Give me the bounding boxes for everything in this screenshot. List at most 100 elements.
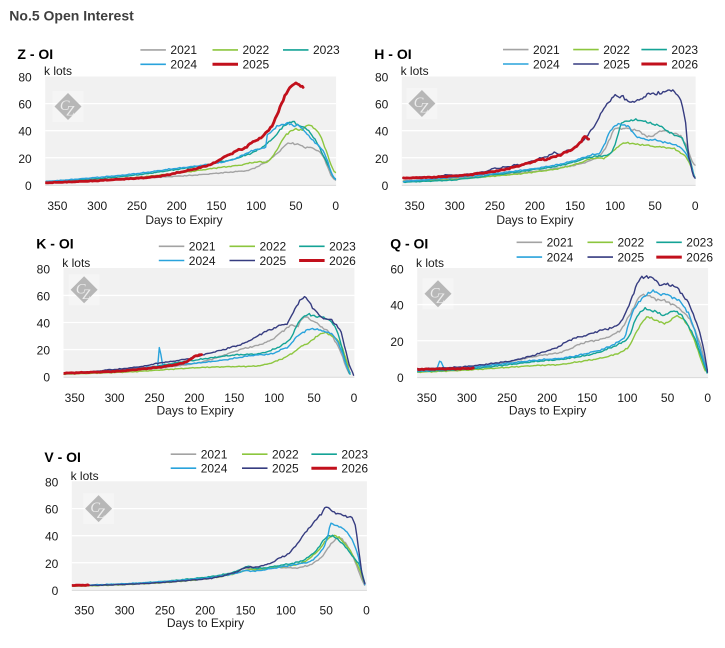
svg-text:Z: Z bbox=[420, 101, 429, 117]
svg-text:300: 300 bbox=[457, 391, 477, 405]
svg-text:C: C bbox=[90, 500, 100, 516]
svg-text:2024: 2024 bbox=[547, 250, 574, 264]
svg-text:k lots: k lots bbox=[62, 256, 90, 270]
svg-text:0: 0 bbox=[692, 199, 699, 213]
svg-text:350: 350 bbox=[47, 199, 67, 213]
svg-text:2023: 2023 bbox=[329, 240, 356, 254]
svg-text:2021: 2021 bbox=[189, 240, 216, 254]
svg-text:350: 350 bbox=[405, 199, 425, 213]
svg-text:Days to Expiry: Days to Expiry bbox=[157, 403, 234, 417]
svg-text:250: 250 bbox=[497, 391, 517, 405]
svg-text:350: 350 bbox=[74, 603, 94, 617]
svg-text:k lots: k lots bbox=[401, 64, 429, 78]
svg-text:C: C bbox=[414, 95, 424, 111]
svg-text:2024: 2024 bbox=[533, 57, 560, 71]
svg-text:0: 0 bbox=[43, 371, 50, 385]
svg-text:50: 50 bbox=[661, 391, 675, 405]
svg-text:200: 200 bbox=[537, 391, 557, 405]
svg-text:2023: 2023 bbox=[313, 43, 340, 57]
svg-text:2022: 2022 bbox=[243, 43, 270, 57]
svg-text:40: 40 bbox=[37, 317, 51, 331]
svg-text:200: 200 bbox=[525, 199, 545, 213]
svg-text:150: 150 bbox=[565, 199, 585, 213]
svg-text:Z: Z bbox=[82, 287, 91, 303]
svg-text:20: 20 bbox=[375, 152, 389, 166]
svg-text:60: 60 bbox=[375, 98, 389, 112]
svg-text:Q - OI: Q - OI bbox=[390, 236, 428, 252]
svg-text:350: 350 bbox=[417, 391, 437, 405]
svg-text:150: 150 bbox=[206, 199, 226, 213]
svg-text:No.5 Open Interest: No.5 Open Interest bbox=[9, 7, 134, 23]
svg-text:0: 0 bbox=[351, 391, 358, 405]
svg-text:k lots: k lots bbox=[71, 469, 99, 483]
svg-text:2022: 2022 bbox=[272, 448, 299, 462]
svg-text:100: 100 bbox=[276, 603, 296, 617]
svg-text:2022: 2022 bbox=[603, 43, 630, 57]
svg-text:0: 0 bbox=[332, 199, 339, 213]
svg-text:2021: 2021 bbox=[201, 448, 228, 462]
svg-text:200: 200 bbox=[184, 391, 204, 405]
svg-text:50: 50 bbox=[289, 199, 303, 213]
svg-text:20: 20 bbox=[45, 557, 59, 571]
svg-text:300: 300 bbox=[87, 199, 107, 213]
svg-text:2026: 2026 bbox=[341, 462, 368, 476]
svg-text:300: 300 bbox=[105, 391, 125, 405]
svg-text:40: 40 bbox=[18, 125, 32, 139]
svg-text:300: 300 bbox=[115, 603, 135, 617]
svg-text:C: C bbox=[60, 98, 70, 114]
svg-text:200: 200 bbox=[195, 603, 215, 617]
svg-text:300: 300 bbox=[445, 199, 465, 213]
svg-text:2026: 2026 bbox=[329, 254, 356, 268]
svg-text:250: 250 bbox=[127, 199, 147, 213]
svg-text:Z: Z bbox=[97, 506, 106, 522]
svg-text:50: 50 bbox=[648, 199, 662, 213]
svg-text:2025: 2025 bbox=[618, 250, 645, 264]
svg-text:20: 20 bbox=[18, 152, 32, 166]
svg-text:80: 80 bbox=[375, 71, 389, 85]
svg-text:C: C bbox=[76, 281, 86, 297]
svg-text:Z: Z bbox=[66, 104, 75, 120]
svg-text:80: 80 bbox=[45, 476, 59, 490]
svg-text:Z - OI: Z - OI bbox=[17, 46, 53, 62]
svg-text:0: 0 bbox=[382, 179, 389, 193]
svg-text:80: 80 bbox=[37, 262, 51, 276]
svg-text:2024: 2024 bbox=[201, 462, 228, 476]
svg-text:2026: 2026 bbox=[686, 250, 713, 264]
svg-text:250: 250 bbox=[485, 199, 505, 213]
svg-text:2023: 2023 bbox=[686, 236, 713, 250]
svg-text:40: 40 bbox=[375, 125, 389, 139]
svg-text:40: 40 bbox=[45, 530, 59, 544]
svg-text:2021: 2021 bbox=[533, 43, 560, 57]
svg-text:150: 150 bbox=[577, 391, 597, 405]
svg-text:20: 20 bbox=[37, 344, 51, 358]
svg-text:2021: 2021 bbox=[170, 43, 197, 57]
svg-text:H - OI: H - OI bbox=[374, 46, 411, 62]
svg-text:2022: 2022 bbox=[260, 240, 287, 254]
svg-text:Days to Expiry: Days to Expiry bbox=[145, 213, 222, 227]
svg-text:2025: 2025 bbox=[272, 462, 299, 476]
svg-text:100: 100 bbox=[264, 391, 284, 405]
svg-text:0: 0 bbox=[52, 584, 59, 598]
svg-text:100: 100 bbox=[605, 199, 625, 213]
svg-text:Days to Expiry: Days to Expiry bbox=[496, 213, 573, 227]
svg-text:150: 150 bbox=[236, 603, 256, 617]
svg-text:60: 60 bbox=[390, 262, 404, 276]
svg-text:250: 250 bbox=[155, 603, 175, 617]
svg-text:2023: 2023 bbox=[671, 43, 698, 57]
svg-text:40: 40 bbox=[390, 299, 404, 313]
svg-text:0: 0 bbox=[25, 179, 32, 193]
svg-text:C: C bbox=[430, 285, 440, 301]
svg-text:2025: 2025 bbox=[603, 57, 630, 71]
svg-text:50: 50 bbox=[320, 603, 334, 617]
svg-text:2022: 2022 bbox=[618, 236, 645, 250]
svg-text:2026: 2026 bbox=[671, 57, 698, 71]
svg-text:2024: 2024 bbox=[170, 58, 197, 72]
svg-text:150: 150 bbox=[224, 391, 244, 405]
svg-text:k lots: k lots bbox=[44, 64, 72, 78]
svg-text:2025: 2025 bbox=[260, 254, 287, 268]
svg-text:2021: 2021 bbox=[547, 236, 574, 250]
svg-text:350: 350 bbox=[65, 391, 85, 405]
svg-text:250: 250 bbox=[144, 391, 164, 405]
svg-text:100: 100 bbox=[246, 199, 266, 213]
svg-text:60: 60 bbox=[37, 290, 51, 304]
